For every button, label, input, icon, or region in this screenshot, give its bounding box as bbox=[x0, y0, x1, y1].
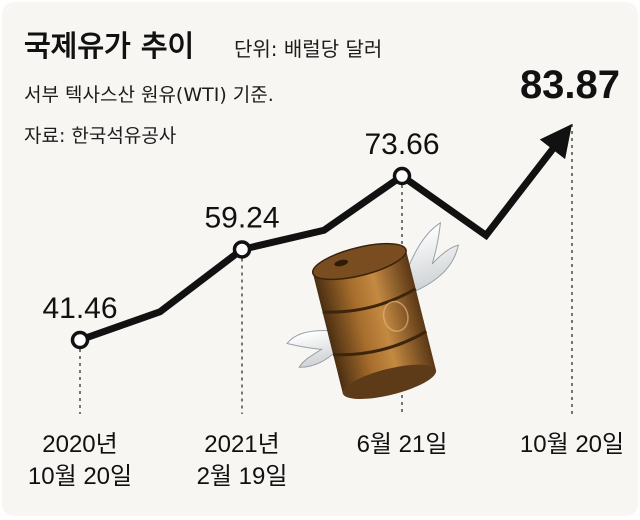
barrel-top bbox=[311, 242, 407, 281]
barrel-hoop-lower bbox=[333, 330, 428, 357]
unit-label: 단위: 배럴당 달러 bbox=[234, 37, 382, 61]
data-point-marker bbox=[232, 240, 252, 259]
data-markers bbox=[70, 166, 412, 350]
oil-barrel-illustration bbox=[286, 221, 460, 400]
data-value-label: 59.24 bbox=[204, 201, 279, 234]
trend-arrow-head bbox=[539, 123, 572, 160]
category-label: 10월 20일 bbox=[520, 431, 624, 458]
oil-price-series bbox=[78, 123, 572, 344]
chart-title: 국제유가 추이 bbox=[24, 29, 194, 63]
data-point-marker bbox=[70, 330, 90, 350]
data-value-label: 73.66 bbox=[364, 128, 439, 161]
latest-value-label: 83.87 bbox=[520, 63, 620, 107]
data-point-marker bbox=[392, 166, 412, 186]
data-value-label: 41.46 bbox=[42, 292, 117, 325]
barrel-bottom bbox=[342, 364, 437, 400]
barrel-bung bbox=[334, 259, 349, 267]
price-line bbox=[78, 142, 559, 344]
category-label: 6월 21일 bbox=[357, 431, 448, 458]
dollar-portrait-mark bbox=[382, 300, 409, 332]
category-label: 2월 19일 bbox=[197, 463, 288, 490]
basis-note: 서부 텍사스산 원유(WTI) 기준. bbox=[24, 84, 274, 106]
source-note: 자료: 한국석유공사 bbox=[24, 125, 176, 147]
value-labels: 41.46 59.24 73.66 83.87 bbox=[42, 63, 620, 325]
category-label: 2021년 bbox=[204, 431, 279, 458]
barrel-body bbox=[312, 249, 436, 394]
category-label: 10월 20일 bbox=[28, 463, 132, 490]
left-wing bbox=[286, 330, 339, 368]
x-axis-category-labels: 2020년 10월 20일 2021년 2월 19일 6월 21일 10월 20일 bbox=[28, 431, 624, 490]
right-wing bbox=[403, 221, 460, 292]
barrel-hoop-upper bbox=[322, 287, 417, 314]
category-label: 2020년 bbox=[42, 431, 117, 458]
